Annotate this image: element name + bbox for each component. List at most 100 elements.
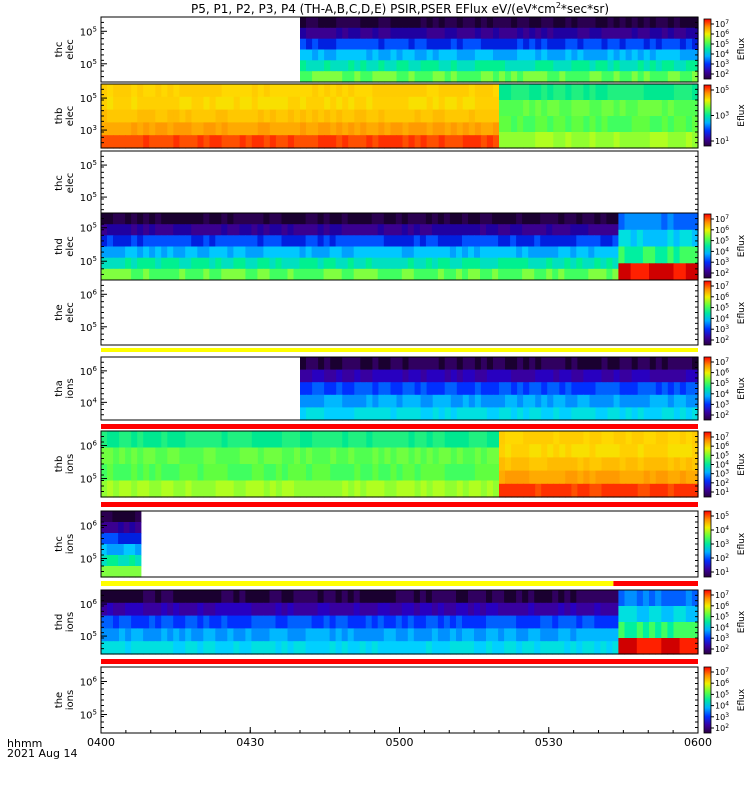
heatmap-cell xyxy=(685,590,693,607)
heatmap-cell xyxy=(323,615,331,629)
heatmap-cell xyxy=(510,641,517,655)
y-tick-label: 105 xyxy=(80,191,97,204)
heatmap-cell xyxy=(468,464,476,482)
colorbar-tick-label: 104 xyxy=(715,49,729,59)
heatmap-cell xyxy=(661,132,669,149)
heatmap-cell xyxy=(306,382,313,396)
heatmap-cell xyxy=(480,246,487,259)
heatmap-cell xyxy=(456,122,464,136)
heatmap-cell xyxy=(113,84,120,98)
heatmap-cell xyxy=(667,470,675,485)
heatmap-cell xyxy=(215,602,222,617)
heatmap-cell xyxy=(354,122,361,136)
heatmap-cell xyxy=(227,246,234,259)
heatmap-cell xyxy=(402,369,410,383)
heatmap-cell xyxy=(353,268,361,281)
heatmap-cell xyxy=(179,235,186,248)
heatmap-cell xyxy=(613,369,621,383)
heatmap-cell xyxy=(312,96,319,111)
heatmap-cell xyxy=(594,628,601,642)
heatmap-cell xyxy=(167,628,174,642)
heatmap-cell xyxy=(300,357,307,371)
heatmap-cell xyxy=(155,480,162,498)
heatmap-cell xyxy=(318,369,325,383)
heatmap-cell xyxy=(511,394,518,408)
heatmap-cell xyxy=(336,431,343,449)
heatmap-cell xyxy=(378,96,385,111)
heatmap-cell xyxy=(571,382,578,396)
heatmap-cell xyxy=(372,109,379,123)
heatmap-cell xyxy=(251,602,258,617)
heatmap-cell xyxy=(462,641,469,655)
heatmap-cell xyxy=(685,38,693,51)
heatmap-cell xyxy=(311,602,319,617)
heatmap-cell xyxy=(113,135,120,149)
heatmap-cell xyxy=(618,638,626,655)
heatmap-cell xyxy=(625,132,633,149)
heatmap-cell xyxy=(119,602,126,617)
heatmap-cell xyxy=(251,268,258,281)
heatmap-cell xyxy=(679,382,687,396)
heatmap-cell xyxy=(348,49,355,61)
heatmap-cell xyxy=(101,511,108,523)
heatmap-cell xyxy=(269,447,277,465)
y-tick-label: 105 xyxy=(80,709,97,722)
heatmap-cell xyxy=(125,213,132,225)
heatmap-cell xyxy=(378,109,385,123)
heatmap-cell xyxy=(353,641,361,655)
heatmap-cell xyxy=(595,100,603,117)
heatmap-cell xyxy=(125,480,132,498)
heatmap-cell xyxy=(209,213,216,225)
heatmap-cell xyxy=(185,135,192,149)
heatmap-cell xyxy=(335,615,343,629)
heatmap-cell xyxy=(366,431,373,449)
heatmap-cell xyxy=(667,38,675,51)
heatmap-cell xyxy=(275,213,283,225)
heatmap-cell xyxy=(106,555,113,567)
heatmap-cell xyxy=(462,71,470,83)
heatmap-cell xyxy=(486,357,494,371)
heatmap-cell xyxy=(486,213,493,225)
heatmap-cell xyxy=(636,213,644,231)
heatmap-cell xyxy=(113,464,120,482)
heatmap-cell xyxy=(601,357,609,371)
heatmap-cell xyxy=(679,622,687,639)
heatmap-cell xyxy=(474,122,482,136)
heatmap-cell xyxy=(287,641,295,655)
heatmap-cell xyxy=(203,464,211,482)
heatmap-cell xyxy=(209,464,217,482)
heatmap-cell xyxy=(135,555,142,567)
heatmap-cell xyxy=(438,109,446,123)
heatmap-cell xyxy=(480,602,487,617)
heatmap-cell xyxy=(588,615,595,629)
colorbar-tick-label: 103 xyxy=(715,633,729,643)
heatmap-cell xyxy=(474,464,482,482)
heatmap-cell xyxy=(468,84,476,98)
heatmap-cell xyxy=(474,447,482,465)
heatmap-cell xyxy=(541,470,548,485)
heatmap-cell xyxy=(233,602,240,617)
heatmap-cell xyxy=(360,38,367,51)
heatmap-cell xyxy=(606,602,613,617)
heatmap-cell xyxy=(299,224,307,236)
heatmap-cell xyxy=(486,431,494,449)
heatmap-cell xyxy=(215,224,222,236)
heatmap-cell xyxy=(407,257,415,270)
heatmap-cell xyxy=(173,641,180,655)
heatmap-cell xyxy=(601,116,609,133)
heatmap-cell xyxy=(462,122,470,136)
heatmap-cell xyxy=(281,122,289,136)
heatmap-cell xyxy=(480,590,487,604)
heatmap-cell xyxy=(203,135,211,149)
heatmap-cell xyxy=(390,122,398,136)
heatmap-cell xyxy=(613,470,621,485)
heatmap-cell xyxy=(245,224,252,236)
heatmap-cell xyxy=(402,122,410,136)
heatmap-cell xyxy=(570,615,577,629)
heatmap-cell xyxy=(131,135,138,149)
heatmap-cell xyxy=(366,407,373,421)
heatmap-cell xyxy=(300,27,307,40)
heatmap-cell xyxy=(420,84,428,98)
heatmap-cell xyxy=(420,96,428,111)
heatmap-cell xyxy=(365,590,373,604)
